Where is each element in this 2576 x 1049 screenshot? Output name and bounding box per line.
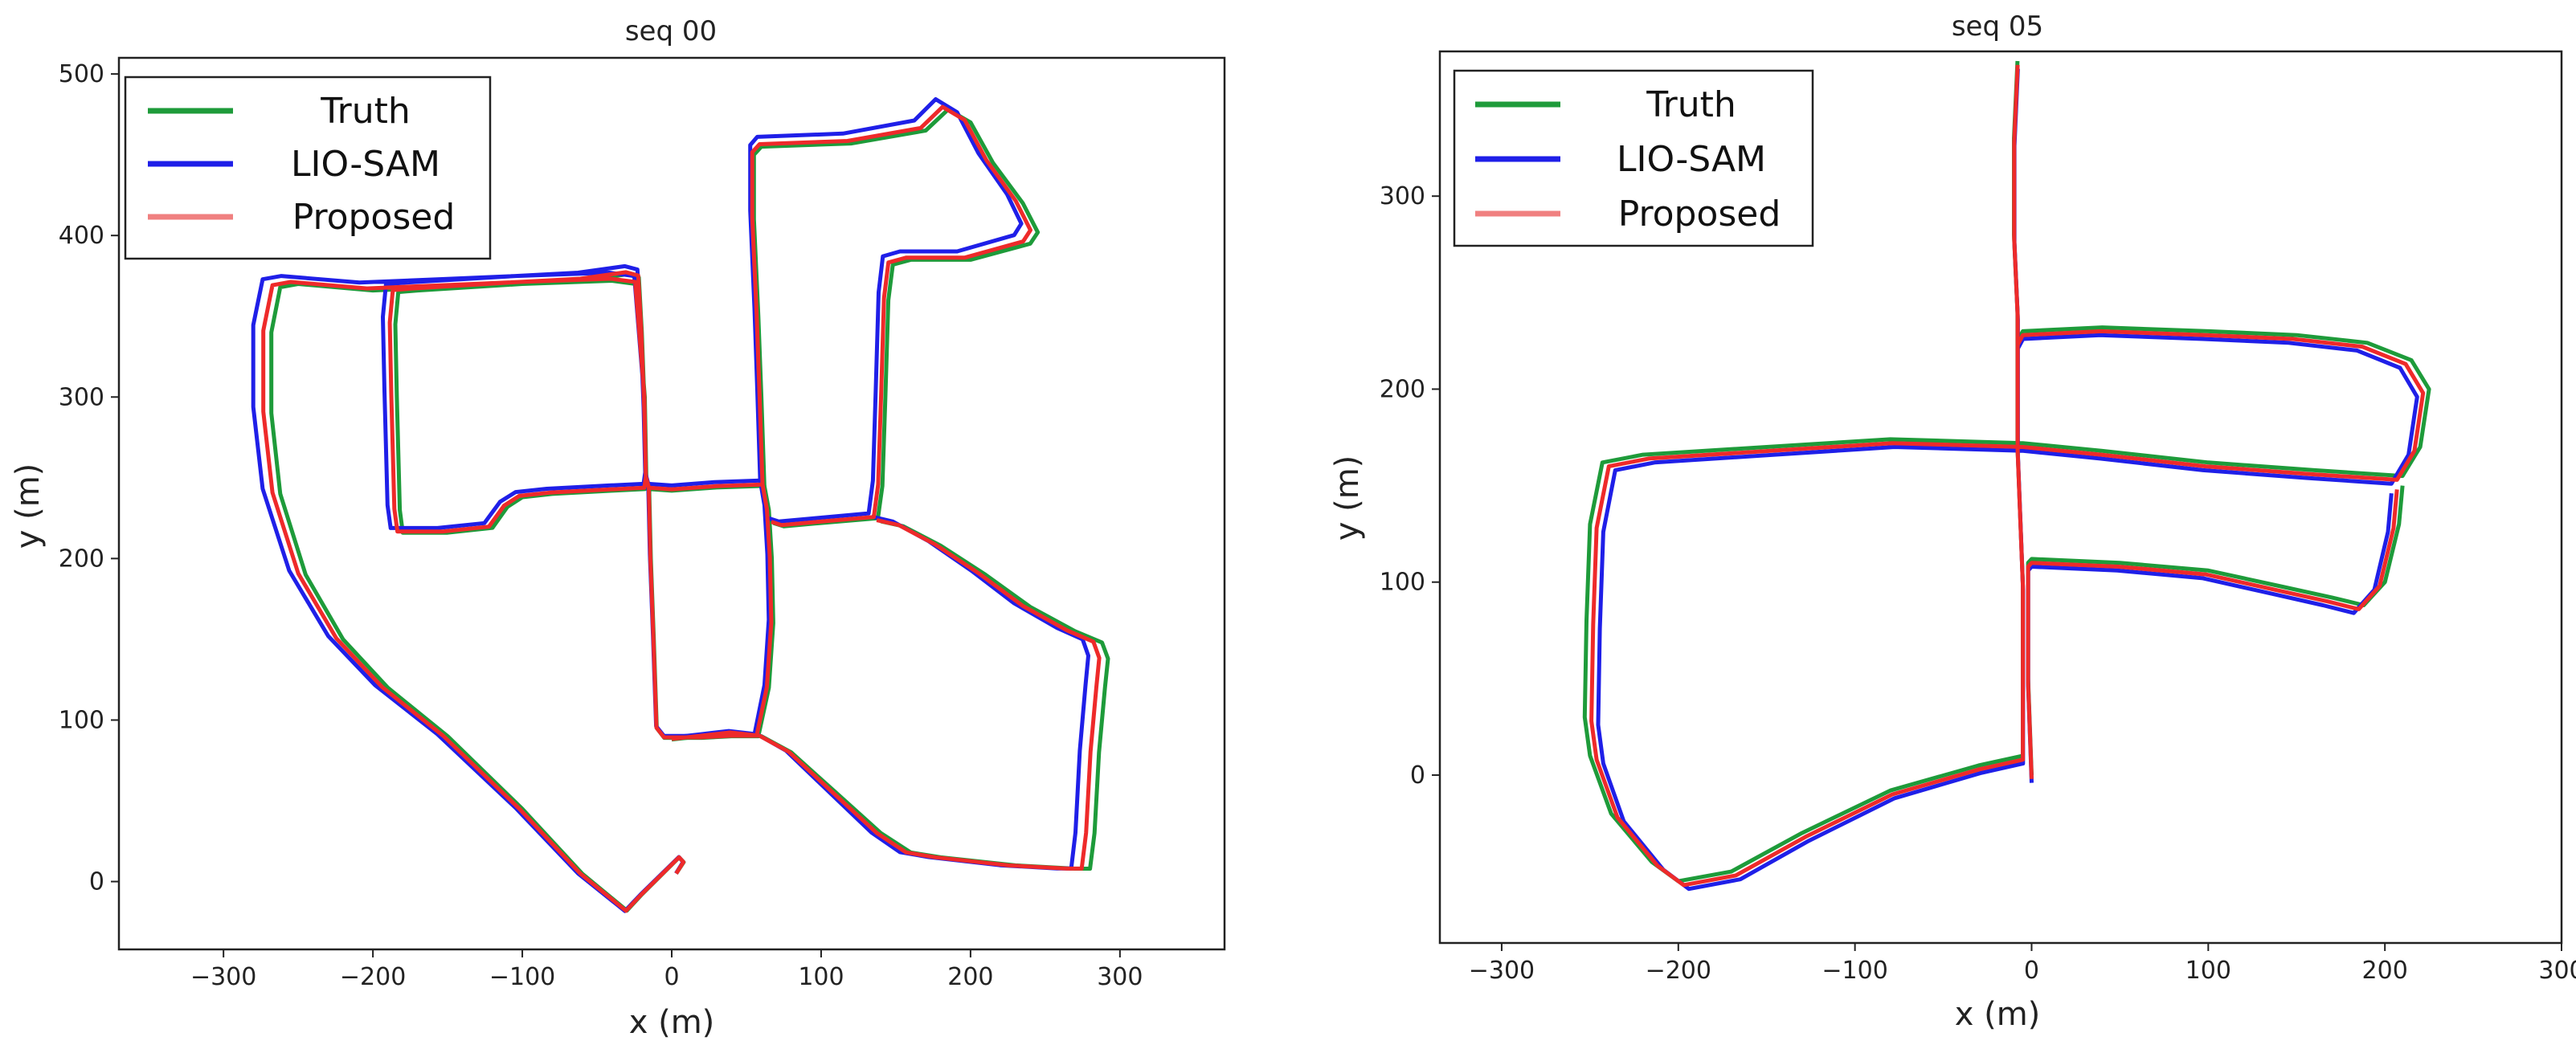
trajectory-line xyxy=(2026,492,2394,783)
y-tick-label: 200 xyxy=(59,545,104,573)
legend-label-proposed: Proposed xyxy=(1618,194,1781,235)
chart-seq-05: seq 05 −300 −200 −100 0 100 200 300 0 100 200 300… xyxy=(1329,10,2576,1033)
y-tick-label: 500 xyxy=(59,60,104,88)
x-axis: −300 −200 −100 0 100 200 300 xyxy=(1469,943,2576,985)
x-tick-label: 300 xyxy=(1097,963,1143,991)
trajectory-line xyxy=(1582,60,2431,884)
x-tick-label: −200 xyxy=(340,963,406,991)
trajectory-line xyxy=(2026,489,2399,779)
legend-label-proposed: Proposed xyxy=(292,197,456,238)
trajectory-line xyxy=(261,270,774,913)
x-tick-label: 200 xyxy=(947,963,993,991)
trajectory-line xyxy=(1596,68,2419,892)
legend-label-truth: Truth xyxy=(320,91,411,132)
y-tick-label: 300 xyxy=(59,383,104,411)
trajectory-line xyxy=(1589,64,2426,888)
y-tick-label: 100 xyxy=(1380,569,1425,597)
trajectory-line xyxy=(269,272,775,913)
legend-label-truth: Truth xyxy=(1646,84,1736,125)
chart-seq-00: seq 00 −300 −200 −100 0 100 200 300 0 100 200 300… xyxy=(10,15,1226,1041)
trajectory-line xyxy=(671,518,1102,871)
trajectory-line xyxy=(671,519,1110,871)
x-tick-label: 0 xyxy=(2024,957,2039,985)
y-axis: 0 100 200 300 400 500 xyxy=(59,60,119,896)
x-tick-label: 100 xyxy=(798,963,844,991)
plot-frame xyxy=(1438,50,2563,945)
x-axis-label: x (m) xyxy=(1955,996,2041,1033)
legend-label-lio-sam: LIO-SAM xyxy=(291,144,440,185)
series-layer xyxy=(251,97,1110,913)
x-tick-label: 100 xyxy=(2186,957,2231,985)
trajectory-line xyxy=(750,104,1032,528)
series-layer xyxy=(1582,60,2431,892)
x-tick-label: 300 xyxy=(2538,957,2576,985)
y-tick-label: 400 xyxy=(59,222,104,250)
x-tick-label: −300 xyxy=(190,963,256,991)
chart-title: seq 05 xyxy=(1952,10,2043,43)
x-tick-label: −100 xyxy=(1822,957,1887,985)
trajectory-line xyxy=(2026,485,2405,776)
y-tick-label: 0 xyxy=(1410,761,1425,790)
legend: Truth LIO-SAM Proposed xyxy=(124,76,492,260)
x-tick-label: −300 xyxy=(1469,957,1535,985)
y-axis-label: y (m) xyxy=(1329,455,1366,541)
y-tick-label: 0 xyxy=(89,868,104,896)
series-proposed xyxy=(1589,64,2426,888)
series-proposed xyxy=(261,104,1102,913)
x-tick-label: 0 xyxy=(664,963,679,991)
chart-title: seq 00 xyxy=(625,15,717,47)
x-tick-label: −100 xyxy=(489,963,555,991)
trajectory-line xyxy=(671,514,1090,871)
x-axis-label: x (m) xyxy=(629,1004,715,1041)
trajectory-line xyxy=(251,263,771,913)
trajectory-line xyxy=(748,97,1024,524)
y-axis: 0 100 200 300 xyxy=(1380,182,1440,790)
x-tick-label: 200 xyxy=(2362,957,2408,985)
legend: Truth LIO-SAM Proposed xyxy=(1453,69,1814,247)
y-tick-label: 100 xyxy=(59,706,104,734)
y-axis-label: y (m) xyxy=(10,463,47,549)
y-tick-label: 200 xyxy=(1380,375,1425,403)
x-tick-label: −200 xyxy=(1646,957,1711,985)
legend-label-lio-sam: LIO-SAM xyxy=(1617,139,1766,180)
legend-box xyxy=(124,76,492,260)
y-tick-label: 300 xyxy=(1380,182,1425,210)
x-axis: −300 −200 −100 0 100 200 300 xyxy=(190,949,1143,991)
